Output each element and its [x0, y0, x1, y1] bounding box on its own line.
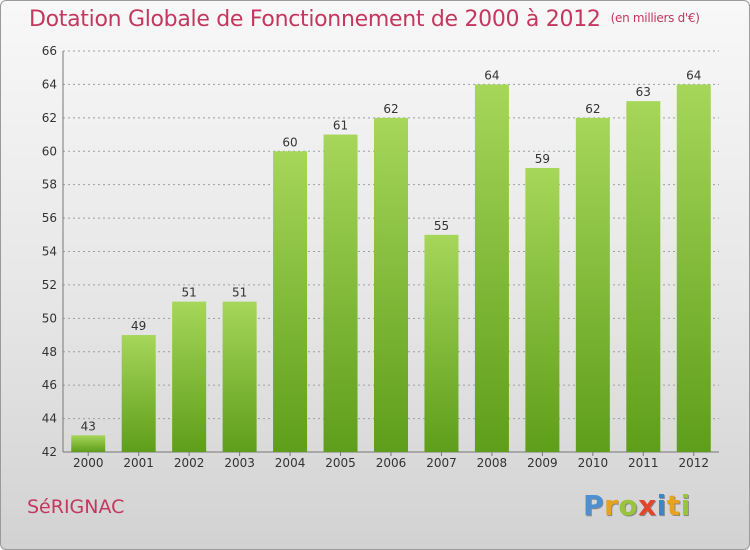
chart-title: Dotation Globale de Fonctionnement de 20… [29, 7, 700, 32]
bar [222, 301, 257, 452]
x-tick-label: 2000 [73, 456, 104, 470]
value-label: 63 [636, 85, 651, 99]
value-label: 62 [585, 102, 600, 116]
y-tick-label: 44 [42, 412, 57, 426]
value-label: 59 [535, 152, 550, 166]
bar [626, 101, 661, 452]
logo-letter: r [604, 489, 619, 522]
y-tick-label: 52 [42, 278, 57, 292]
bar [273, 151, 308, 452]
x-tick-label: 2006 [376, 456, 407, 470]
bar [172, 301, 207, 452]
bar [323, 134, 358, 452]
bar [424, 234, 459, 452]
x-tick-label: 2010 [578, 456, 609, 470]
x-tick-label: 2004 [275, 456, 306, 470]
value-label: 61 [333, 119, 348, 133]
y-tick-label: 58 [42, 178, 57, 192]
logo-letter: P [583, 489, 605, 522]
x-tick-label: 2003 [224, 456, 255, 470]
x-tick-label: 2008 [477, 456, 508, 470]
x-tick-label: 2007 [426, 456, 457, 470]
bar [121, 335, 156, 452]
y-tick-label: 56 [42, 211, 57, 225]
y-tick-label: 60 [42, 144, 57, 158]
x-tick-label: 2001 [123, 456, 154, 470]
value-label: 60 [282, 135, 297, 149]
bar [374, 117, 408, 452]
x-tick-label: 2011 [628, 456, 659, 470]
x-tick-label: 2005 [325, 456, 356, 470]
bar [676, 84, 711, 453]
value-label: 55 [434, 219, 449, 233]
bar [525, 167, 560, 453]
city-name: SéRIGNAC [27, 496, 125, 518]
logo-letter: x [638, 489, 657, 522]
value-label: 62 [383, 102, 398, 116]
y-tick-label: 50 [42, 311, 57, 325]
y-tick-label: 64 [42, 77, 57, 91]
title-text: Dotation Globale de Fonctionnement de 20… [29, 7, 601, 32]
logo-letter: t [666, 489, 681, 522]
logo-letter: o [618, 489, 639, 522]
y-tick-label: 46 [42, 378, 57, 392]
x-tick-label: 2012 [678, 456, 709, 470]
bars [71, 84, 711, 453]
value-label: 49 [131, 319, 146, 333]
logo-letter: i [680, 489, 691, 522]
y-tick-label: 42 [42, 445, 57, 459]
bar [71, 435, 106, 452]
x-tick-label: 2009 [527, 456, 558, 470]
value-label: 51 [232, 286, 247, 300]
proxiti-logo: Proxiti [583, 489, 691, 522]
value-label: 64 [686, 68, 701, 82]
tick-labels: 42 44 46 48 50 52 54 56 58 60 62 64 66 2000 2001 2002 20… [42, 44, 709, 470]
y-tick-label: 62 [42, 111, 57, 125]
logo-letter: i [656, 489, 667, 522]
y-tick-label: 48 [42, 345, 57, 359]
value-labels: 43 49 51 51 60 61 62 55 64 59 62 63 64 [81, 68, 702, 433]
y-tick-label: 54 [42, 245, 57, 259]
y-tick-label: 66 [42, 44, 57, 58]
unit-note: (en milliers d'€) [610, 11, 700, 25]
value-label: 51 [182, 286, 197, 300]
x-tick-label: 2002 [174, 456, 205, 470]
bar [474, 84, 509, 453]
value-label: 43 [81, 419, 96, 433]
value-label: 64 [484, 68, 499, 82]
bar [575, 117, 610, 452]
